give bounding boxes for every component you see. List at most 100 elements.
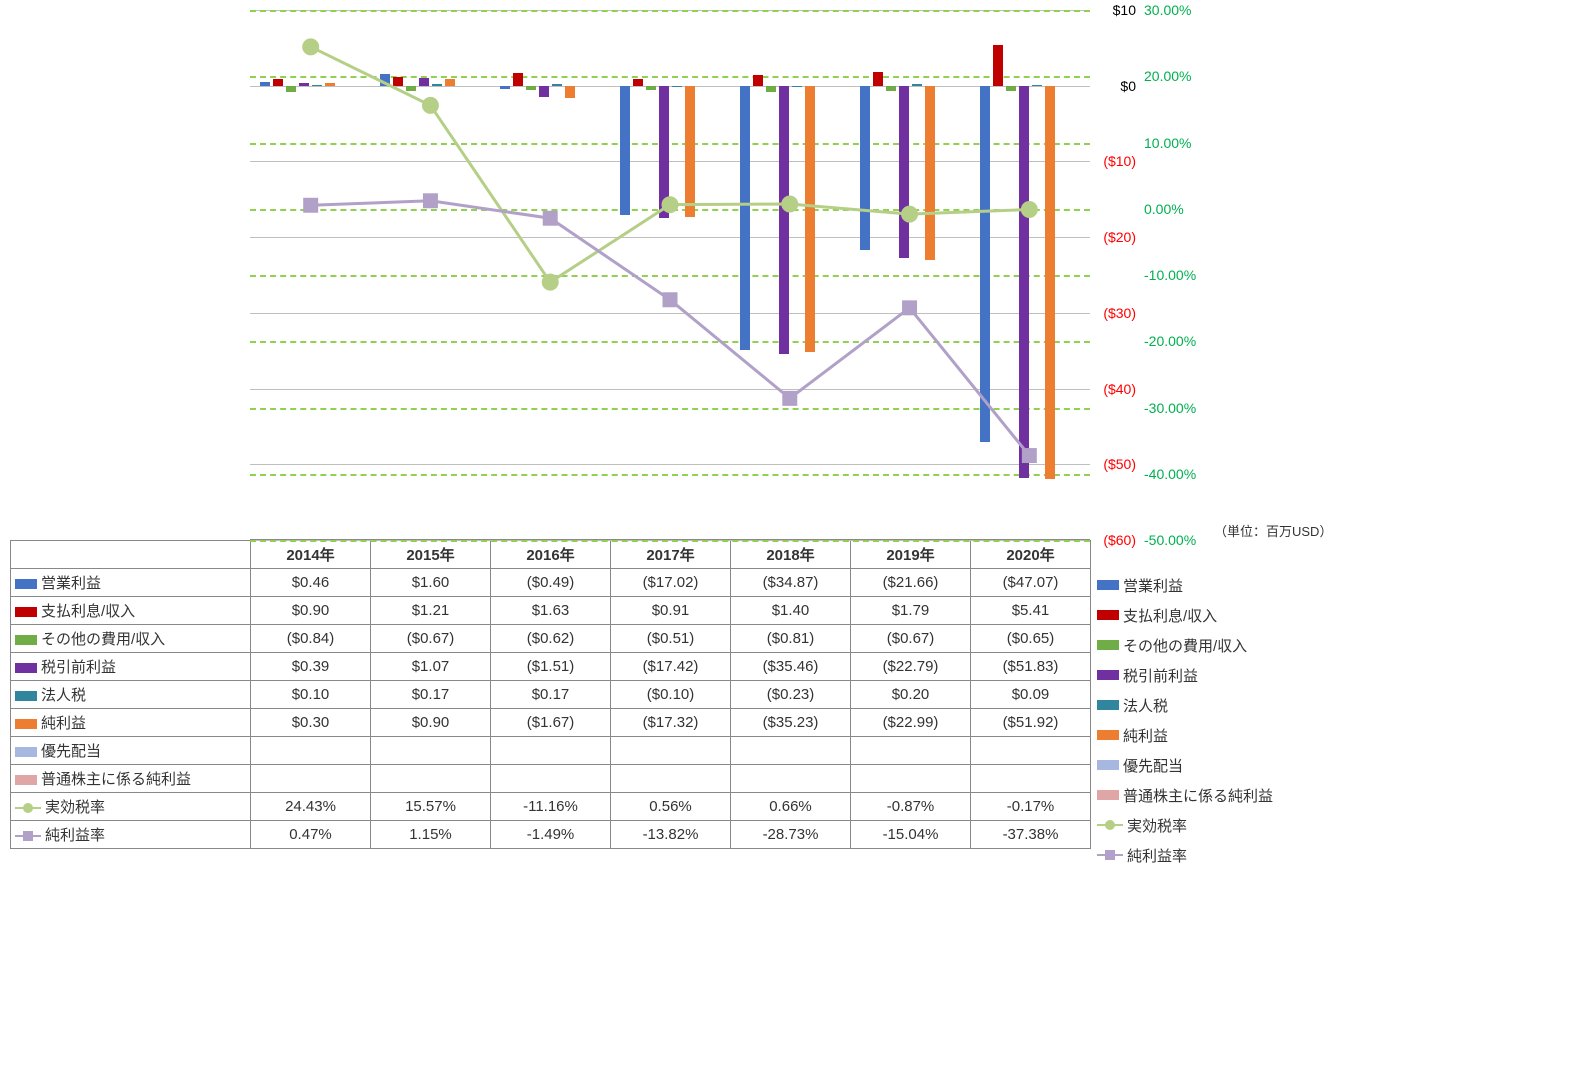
- legend-label: 純利益: [1123, 725, 1168, 746]
- ytick-pct: -20.00%: [1144, 333, 1196, 349]
- gridline-pct: [250, 540, 1090, 542]
- cell-npm: -13.82%: [611, 821, 731, 849]
- marker-npm: [1022, 449, 1036, 463]
- table-row: 税引前利益$0.39$1.07($1.51)($17.42)($35.46)($…: [11, 653, 1091, 681]
- cell-etr: -0.17%: [971, 793, 1091, 821]
- cell-op: ($47.07): [971, 569, 1091, 597]
- marker-etr: [303, 39, 319, 55]
- cell-etr: 15.57%: [371, 793, 491, 821]
- cell-op: ($17.02): [611, 569, 731, 597]
- legend-label: 税引前利益: [1123, 665, 1198, 686]
- legend-item-oth: その他の費用/収入: [1097, 630, 1273, 660]
- table-row: 営業利益$0.46$1.60($0.49)($17.02)($34.87)($2…: [11, 569, 1091, 597]
- cell-ni: ($51.92): [971, 709, 1091, 737]
- legend-item-com: 普通株主に係る純利益: [1097, 780, 1273, 810]
- ytick-pct: 0.00%: [1144, 201, 1184, 217]
- cell-pbt: ($1.51): [491, 653, 611, 681]
- cell-oth: ($0.67): [851, 625, 971, 653]
- cell-npm: -37.38%: [971, 821, 1091, 849]
- legend-list: 営業利益支払利息/収入その他の費用/収入税引前利益法人税純利益優先配当普通株主に…: [1091, 540, 1273, 870]
- year-header: 2020年: [971, 541, 1091, 569]
- cell-tax: $0.20: [851, 681, 971, 709]
- ytick-usd: $10: [1113, 2, 1136, 18]
- cell-etr: -0.87%: [851, 793, 971, 821]
- cell-int: $1.40: [731, 597, 851, 625]
- ytick-pct: 20.00%: [1144, 68, 1191, 84]
- cell-oth: ($0.62): [491, 625, 611, 653]
- table-and-legend-row: 2014年2015年2016年2017年2018年2019年2020年営業利益$…: [10, 540, 1360, 870]
- year-header: 2018年: [731, 541, 851, 569]
- cell-com: [611, 765, 731, 793]
- table-row: 法人税$0.10$0.17$0.17($0.10)($0.23)$0.20$0.…: [11, 681, 1091, 709]
- cell-op: ($0.49): [491, 569, 611, 597]
- marker-etr: [902, 206, 918, 222]
- cell-int: $0.91: [611, 597, 731, 625]
- year-header: 2014年: [251, 541, 371, 569]
- cell-pbt: $1.07: [371, 653, 491, 681]
- legend-label: 営業利益: [1123, 575, 1183, 596]
- marker-etr: [782, 196, 798, 212]
- row-label-etr: 実効税率: [11, 793, 251, 821]
- y-axis-usd: $10$0($10)($20)($30)($40)($50)($60): [1090, 10, 1140, 540]
- cell-ni: ($1.67): [491, 709, 611, 737]
- line-etr: [311, 47, 1030, 282]
- marker-etr: [662, 197, 678, 213]
- chart-unit-column: （単位：百万USD）: [1210, 10, 1450, 540]
- legend-item-npm: 純利益率: [1097, 840, 1273, 870]
- cell-com: [851, 765, 971, 793]
- cell-oth: ($0.81): [731, 625, 851, 653]
- ytick-pct: -10.00%: [1144, 267, 1196, 283]
- table-row: 支払利息/収入$0.90$1.21$1.63$0.91$1.40$1.79$5.…: [11, 597, 1091, 625]
- table-row: 普通株主に係る純利益: [11, 765, 1091, 793]
- cell-etr: -11.16%: [491, 793, 611, 821]
- cell-npm: -1.49%: [491, 821, 611, 849]
- cell-tax: $0.17: [371, 681, 491, 709]
- row-label-npm: 純利益率: [11, 821, 251, 849]
- ytick-usd: ($60): [1103, 532, 1136, 548]
- marker-etr: [422, 97, 438, 113]
- cell-oth: ($0.51): [611, 625, 731, 653]
- legend-label: その他の費用/収入: [1123, 635, 1247, 656]
- cell-op: $1.60: [371, 569, 491, 597]
- legend-item-etr: 実効税率: [1097, 810, 1273, 840]
- marker-npm: [304, 198, 318, 212]
- cell-tax: $0.09: [971, 681, 1091, 709]
- ytick-usd: ($20): [1103, 229, 1136, 245]
- legend-label: 実効税率: [1127, 815, 1187, 836]
- cell-npm: -15.04%: [851, 821, 971, 849]
- ytick-pct: -50.00%: [1144, 532, 1196, 548]
- cell-etr: 0.56%: [611, 793, 731, 821]
- cell-pbt: ($51.83): [971, 653, 1091, 681]
- table-corner: [11, 541, 251, 569]
- marker-etr: [542, 274, 558, 290]
- data-table: 2014年2015年2016年2017年2018年2019年2020年営業利益$…: [10, 540, 1091, 849]
- ytick-pct: -40.00%: [1144, 466, 1196, 482]
- cell-ni: ($22.99): [851, 709, 971, 737]
- marker-npm: [543, 211, 557, 225]
- row-label-int: 支払利息/収入: [11, 597, 251, 625]
- legend-item-tax: 法人税: [1097, 690, 1273, 720]
- cell-ni: $0.90: [371, 709, 491, 737]
- cell-com: [371, 765, 491, 793]
- legend-item-op: 営業利益: [1097, 570, 1273, 600]
- legend-label: 支払利息/収入: [1123, 605, 1217, 626]
- cell-pbt: ($17.42): [611, 653, 731, 681]
- cell-op: $0.46: [251, 569, 371, 597]
- cell-pbt: ($35.46): [731, 653, 851, 681]
- y-axis-percent: 30.00%20.00%10.00%0.00%-10.00%-20.00%-30…: [1140, 10, 1210, 540]
- row-label-pbt: 税引前利益: [11, 653, 251, 681]
- cell-pref: [851, 737, 971, 765]
- table-row: 優先配当: [11, 737, 1091, 765]
- cell-com: [971, 765, 1091, 793]
- cell-etr: 0.66%: [731, 793, 851, 821]
- chart-left-spacer: [10, 10, 250, 540]
- line-overlay: [250, 10, 1090, 539]
- cell-pref: [251, 737, 371, 765]
- cell-int: $1.79: [851, 597, 971, 625]
- cell-com: [491, 765, 611, 793]
- cell-ni: $0.30: [251, 709, 371, 737]
- cell-int: $0.90: [251, 597, 371, 625]
- marker-npm: [783, 391, 797, 405]
- cell-pref: [371, 737, 491, 765]
- legend-item-pbt: 税引前利益: [1097, 660, 1273, 690]
